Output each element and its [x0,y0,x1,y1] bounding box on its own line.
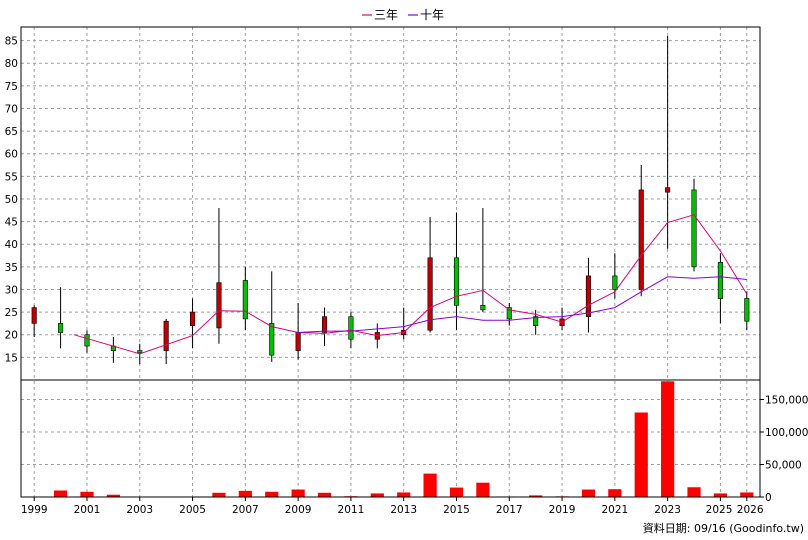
average-lines [73,214,748,355]
price-tick-label: 65 [5,126,18,138]
axes: 152025303540455055606570758085050,000100… [5,26,808,516]
candle-body [163,320,169,351]
volume-bar [634,412,648,497]
year-tick-label: 2021 [601,504,628,516]
price-tick-label: 60 [5,149,18,161]
volume-bar [265,491,279,497]
volume-bar [608,489,622,497]
candle-body [58,323,64,333]
candle-body [665,187,671,193]
volume-bar [370,493,384,497]
candle-body [717,262,723,299]
volume-bar [53,490,68,497]
candle-body [295,332,301,351]
volume-tick-label: 150,000 [765,395,808,407]
volume-panel-frame [20,379,761,498]
candle-body [612,275,618,290]
candle-body [137,350,143,354]
year-tick-label: 2003 [126,504,153,516]
year-tick-label: 2001 [74,504,101,516]
year-tick-label: 2025 [706,504,733,516]
volume-bar [238,490,252,497]
price-tick-label: 45 [5,217,18,229]
price-tick-label: 80 [5,58,18,70]
candle-body [242,280,248,320]
candle-body [348,316,354,340]
price-tick-label: 20 [5,330,18,342]
volume-bar [449,487,464,497]
price-tick-label: 35 [5,262,18,274]
candle-body [638,189,644,290]
year-tick-label: 2023 [654,504,681,516]
volume-bar [581,489,596,497]
volume-bar [423,473,437,497]
volume-bar [740,492,754,497]
candle-body [216,282,222,329]
candle-body [269,323,275,356]
volume-bar [397,492,411,497]
volume-bar [212,492,226,497]
candle-body [190,311,196,326]
price-tick-label: 25 [5,307,18,319]
year-tick-label: 1999 [21,504,48,516]
candle-body [321,316,328,333]
price-tick-label: 50 [5,194,18,206]
three-year-line [73,214,748,355]
year-tick-label: 2013 [390,504,417,516]
price-tick-label: 30 [5,284,18,296]
year-tick-label: 2015 [443,504,470,516]
candle-body [84,334,90,347]
volume-bar [687,487,701,497]
candle-body [480,305,486,311]
volume-bar [713,493,728,497]
volume-tick-label: 0 [765,492,772,504]
ten-year-line [298,276,747,333]
year-tick-label: 2026 [737,504,764,516]
price-tick-label: 70 [5,103,18,115]
volume-bar [80,491,94,497]
year-tick-label: 2019 [549,504,576,516]
volume-bars [27,381,754,498]
candle-body [453,257,460,306]
year-tick-label: 2007 [232,504,259,516]
volume-bar [106,494,120,497]
candle-body [533,316,539,326]
price-tick-label: 15 [5,352,18,364]
year-tick-label: 2009 [285,504,312,516]
candle-body [506,307,512,320]
source-caption: 資料日期: 09/16 (Goodinfo.tw) [643,521,804,535]
legend: 三年 十年 [362,8,444,22]
price-tick-label: 40 [5,239,18,251]
volume-bar [529,495,543,497]
candle-body [427,257,433,331]
candlesticks [31,36,750,365]
legend-label-ten-year: 十年 [420,8,444,22]
price-tick-label: 85 [5,36,18,48]
year-tick-label: 2017 [496,504,523,516]
candle-body [691,189,697,268]
candle-body [31,307,37,324]
volume-bar [476,482,490,497]
legend-label-three-year: 三年 [374,8,398,22]
year-tick-label: 2011 [338,504,365,516]
volume-bar [291,489,305,497]
candle-body [744,298,750,322]
volume-bar [661,381,675,497]
price-tick-label: 55 [5,171,18,183]
price-tick-label: 75 [5,81,18,93]
volume-tick-label: 50,000 [765,460,802,472]
volume-bar [317,492,332,497]
volume-tick-label: 100,000 [765,427,808,439]
candle-body [585,275,591,317]
year-tick-label: 2005 [179,504,206,516]
